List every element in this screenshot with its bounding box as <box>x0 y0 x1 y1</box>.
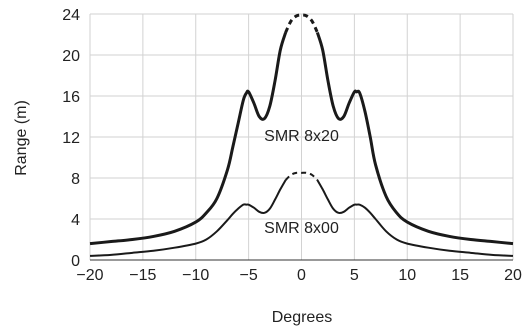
y-tick-label: 24 <box>62 7 80 24</box>
series-annotation-1: SMR 8x20 <box>264 128 339 145</box>
series-2-line-left <box>89 179 287 257</box>
x-tick-label: 15 <box>451 267 469 284</box>
y-tick-label: 0 <box>71 253 80 270</box>
x-tick-label: 10 <box>398 267 416 284</box>
x-tick-label: −5 <box>240 267 258 284</box>
y-axis-label: Range (m) <box>13 100 30 176</box>
y-tick-label: 8 <box>71 171 80 188</box>
x-tick-label: −20 <box>76 267 103 284</box>
series-2-line-right <box>316 179 514 257</box>
x-tick-label: 0 <box>297 267 306 284</box>
series-2-line-dashed <box>284 171 319 181</box>
y-tick-label: 20 <box>62 48 80 65</box>
y-tick-label: 12 <box>62 130 80 147</box>
series-annotation-2: SMR 8x00 <box>264 220 339 237</box>
x-axis-label: Degrees <box>272 309 332 326</box>
series-1-line-dashed <box>284 13 319 34</box>
x-tick-label: −10 <box>182 267 209 284</box>
y-tick-label: 16 <box>62 89 80 106</box>
annotations: SMR 8x20 SMR 8x00 <box>264 128 339 237</box>
tick-labels: −20 −15 −10 −5 0 5 10 15 20 0 4 8 12 16 20 24 <box>62 7 522 284</box>
x-tick-label: 20 <box>504 267 522 284</box>
y-tick-label: 4 <box>71 212 80 229</box>
x-tick-label: 5 <box>350 267 359 284</box>
series-group <box>89 13 514 257</box>
x-tick-label: −15 <box>129 267 156 284</box>
series-1-line-right <box>315 31 514 246</box>
series-1-line-left <box>89 31 288 246</box>
